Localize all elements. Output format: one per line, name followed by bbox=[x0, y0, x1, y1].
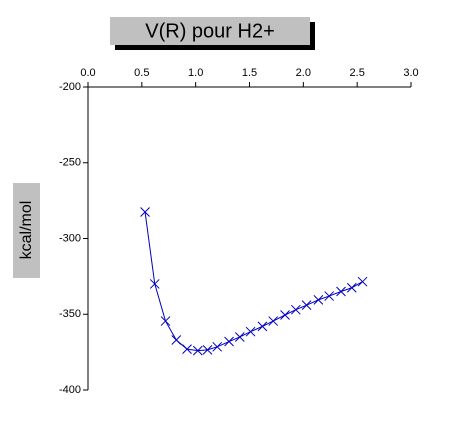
y-label-box bbox=[13, 183, 40, 278]
series-line bbox=[144, 211, 363, 352]
marker bbox=[346, 282, 357, 293]
title-box bbox=[110, 17, 310, 45]
marker bbox=[336, 286, 346, 297]
y-tick-label: -350 bbox=[59, 308, 81, 320]
marker bbox=[224, 336, 234, 347]
x-tick-label: 0.0 bbox=[80, 67, 95, 79]
x-tick-label: 2.5 bbox=[350, 67, 365, 79]
marker bbox=[160, 316, 171, 326]
x-tick-label: 1.5 bbox=[242, 67, 257, 79]
marker bbox=[280, 310, 290, 320]
marker bbox=[234, 332, 245, 342]
marker bbox=[357, 276, 368, 287]
marker bbox=[245, 326, 256, 337]
x-tick-label: 3.0 bbox=[403, 67, 418, 79]
y-tick-label: -300 bbox=[59, 232, 81, 244]
y-tick-label: -250 bbox=[59, 157, 81, 169]
x-tick-label: 2.0 bbox=[296, 67, 311, 79]
marker bbox=[257, 321, 268, 332]
marker bbox=[313, 295, 324, 305]
marker bbox=[149, 279, 160, 289]
marker bbox=[324, 291, 335, 301]
x-tick-label: 1.0 bbox=[188, 67, 203, 79]
marker bbox=[212, 341, 223, 352]
marker bbox=[171, 335, 182, 345]
marker bbox=[202, 344, 213, 355]
marker bbox=[140, 207, 150, 217]
marker bbox=[192, 345, 203, 356]
y-tick-label: -400 bbox=[59, 384, 81, 396]
marker bbox=[290, 304, 301, 315]
x-tick-label: 0.5 bbox=[134, 67, 149, 79]
marker bbox=[268, 316, 279, 326]
chart-title: V(R) pour H2+ bbox=[145, 20, 275, 42]
y-axis-label: kcal/mol bbox=[18, 201, 35, 260]
marker bbox=[301, 300, 312, 311]
marker bbox=[182, 344, 192, 354]
y-tick-label: -200 bbox=[59, 81, 81, 93]
